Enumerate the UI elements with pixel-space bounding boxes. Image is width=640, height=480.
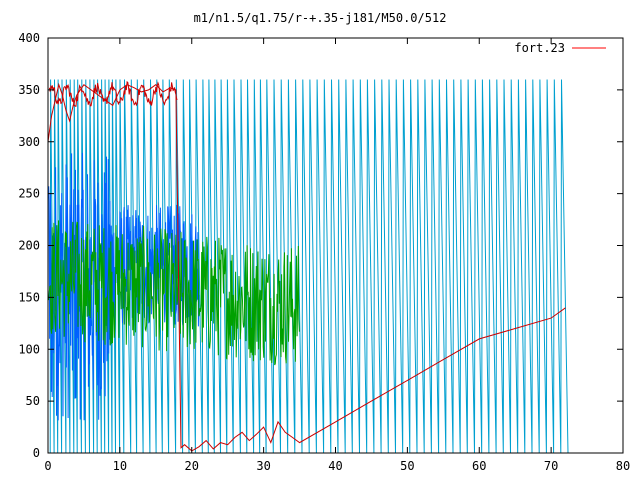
y-tick-label: 350 [18, 83, 40, 97]
x-tick-label: 50 [400, 459, 414, 473]
axis-ticks: 0 10 20 30 40 50 60 70 80 0 50 100 150 200 250 300 350 40… [18, 31, 630, 473]
y-tick-label: 400 [18, 31, 40, 45]
series-line-red-top [48, 80, 178, 107]
series-line-fort23 [48, 82, 566, 452]
plot-frame [47, 37, 624, 454]
x-tick-label: 10 [113, 459, 127, 473]
legend-label: fort.23 [514, 41, 565, 55]
x-tick-label: 20 [185, 459, 199, 473]
plot-area [48, 79, 569, 453]
y-tick-label: 200 [18, 239, 40, 253]
x-tick-label: 0 [44, 459, 51, 473]
x-tick-label: 80 [616, 459, 630, 473]
x-tick-label: 30 [256, 459, 270, 473]
x-tick-label: 70 [544, 459, 558, 473]
y-tick-label: 0 [33, 446, 40, 460]
legend: fort.23 [514, 41, 606, 55]
y-tick-label: 250 [18, 187, 40, 201]
y-tick-label: 100 [18, 342, 40, 356]
chart-title: m1/n1.5/q1.75/r-+.35-j181/M50.0/512 [194, 11, 447, 25]
x-tick-label: 40 [328, 459, 342, 473]
series-line-green [48, 220, 300, 366]
series-line-cyan [49, 79, 569, 453]
y-tick-label: 50 [26, 394, 40, 408]
x-tick-label: 60 [472, 459, 486, 473]
y-tick-label: 150 [18, 290, 40, 304]
y-tick-label: 300 [18, 135, 40, 149]
